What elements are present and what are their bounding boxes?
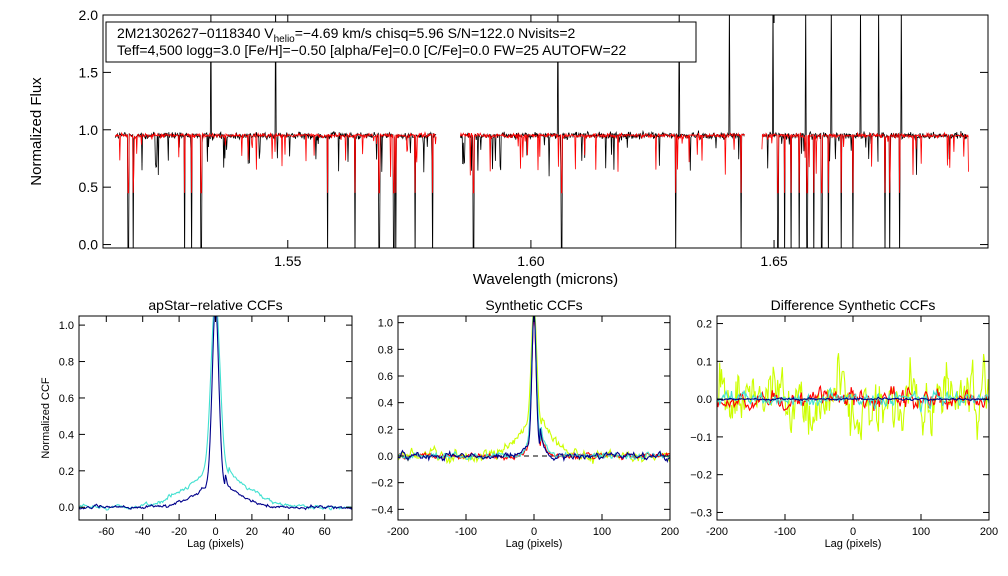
chart-title: Synthetic CCFs (485, 297, 582, 313)
y-axis-label: Normalized CCF (40, 377, 52, 459)
x-tick-label: -60 (98, 526, 114, 538)
x-axis-label: Wavelength (microns) (473, 271, 618, 288)
y-tick-label: 0.0 (378, 451, 393, 463)
y-tick-label: −0.3 (690, 507, 712, 519)
plot-frame (397, 315, 671, 521)
model-spectrum (114, 131, 969, 194)
x-tick-label: 1.55 (274, 253, 301, 269)
ccf-series-visit-2 (398, 316, 670, 461)
y-tick-label: 0.4 (378, 398, 393, 410)
difference-ccf-plot-area (717, 353, 989, 441)
y-tick-label: 0.4 (59, 429, 74, 441)
y-tick-label: 0.5 (79, 179, 99, 195)
x-tick-label: 100 (593, 526, 611, 538)
y-tick-label: 1.0 (79, 122, 99, 138)
x-tick-label: -200 (387, 526, 409, 538)
ccf-series-model (398, 316, 670, 465)
x-tick-label: 40 (282, 526, 294, 538)
y-tick-label: 2.0 (79, 7, 99, 23)
y-tick-label: 0.2 (378, 424, 393, 436)
ccf-series-visit-1 (398, 316, 670, 464)
spectrum-panel: 1.55 1.60 1.65 0.0 0.5 1.0 1.5 2.0 Wavelength (m… (28, 7, 989, 288)
x-tick-label: 0 (850, 526, 856, 538)
parameter-annotation: 2M21302627−0118340 Vhelio=−4.69 km/s chi… (105, 21, 697, 63)
difference-series-visit-1 (717, 396, 989, 402)
plot-frame (716, 315, 990, 521)
y-tick-label: 1.5 (79, 64, 99, 80)
annotation-line-2: Teff=4,500 logg=3.0 [Fe/H]=−0.50 [alpha/… (117, 42, 626, 58)
y-tick-label: 1.0 (59, 320, 74, 332)
ccf-series-combined (398, 316, 670, 461)
difference-series-visit-2 (717, 386, 989, 413)
y-tick-label: 0.1 (697, 356, 712, 368)
plot-frame (78, 315, 353, 521)
y-tick-label: −0.2 (690, 470, 712, 482)
x-tick-label: -200 (706, 526, 728, 538)
x-axis-label: Lag (pixels) (825, 538, 882, 550)
y-tick-label: 0.6 (59, 393, 74, 405)
x-tick-label: 60 (319, 526, 331, 538)
x-tick-label: 100 (912, 526, 930, 538)
apstar-ccf-plot-area (79, 316, 352, 511)
chart-title: Difference Synthetic CCFs (771, 297, 936, 313)
difference-series-model-difference (717, 353, 989, 441)
x-tick-label: 200 (980, 526, 998, 538)
y-tick-label: 0.2 (697, 319, 712, 331)
annotation-line-1: 2M21302627−0118340 Vhelio=−4.69 km/s chi… (117, 25, 576, 45)
y-tick-label: −0.4 (371, 504, 393, 516)
y-tick-label: 1.0 (378, 318, 393, 330)
y-tick-label: −0.1 (690, 432, 712, 444)
y-tick-label: 0.0 (697, 394, 712, 406)
y-tick-label: 0.8 (59, 356, 74, 368)
ccf-series-visit-2 (79, 316, 352, 511)
x-tick-label: 1.60 (517, 253, 544, 269)
x-tick-label: -100 (774, 526, 796, 538)
x-tick-label: -20 (171, 526, 187, 538)
x-axis-label: Lag (pixels) (506, 538, 563, 550)
synthetic-ccf-plot-area (398, 316, 670, 465)
y-tick-label: 0.8 (378, 344, 393, 356)
annotation-box (105, 21, 697, 63)
x-tick-label: 0 (531, 526, 537, 538)
x-tick-label: -100 (455, 526, 477, 538)
spectrum-plot-area (114, 15, 969, 248)
apstar-ccf-panel: -60 -40 -20 0 20 40 60 0.0 0.2 0.4 0.6 0.8 1.0 Lag (p… (40, 297, 353, 550)
x-tick-label: 0 (212, 526, 218, 538)
chart-title: apStar−relative CCFs (148, 297, 282, 313)
x-tick-label: 1.65 (760, 253, 787, 269)
ccf-series-visit-1 (79, 316, 352, 511)
difference-ccf-panel: -200 -100 0 100 200 −0.3 −0.2 −0.1 0.0 0.1 0.2 Lag … (690, 297, 998, 550)
y-tick-label: 0.0 (79, 237, 99, 253)
x-tick-label: 200 (661, 526, 679, 538)
vhelio-subscript: helio (274, 34, 296, 45)
y-tick-label: −0.2 (371, 478, 393, 490)
y-tick-label: 0.6 (378, 371, 393, 383)
synthetic-ccf-panel: -200 -100 0 100 200 −0.4 −0.2 0.0 0.2 0.4 0.6 0.8 1.… (371, 297, 679, 550)
x-tick-label: -40 (135, 526, 151, 538)
x-axis-label: Lag (pixels) (187, 538, 244, 550)
y-axis-label: Normalized Flux (28, 77, 45, 186)
plot-frame (102, 14, 989, 249)
y-tick-label: 0.2 (59, 466, 74, 478)
fit-summary-text: =−4.69 km/s chisq=5.96 S/N=122.0 Nvisits… (295, 25, 576, 41)
star-id-text: 2M21302627−0118340 V (117, 25, 274, 41)
x-tick-label: 20 (246, 526, 258, 538)
y-tick-label: 0.0 (59, 502, 74, 514)
